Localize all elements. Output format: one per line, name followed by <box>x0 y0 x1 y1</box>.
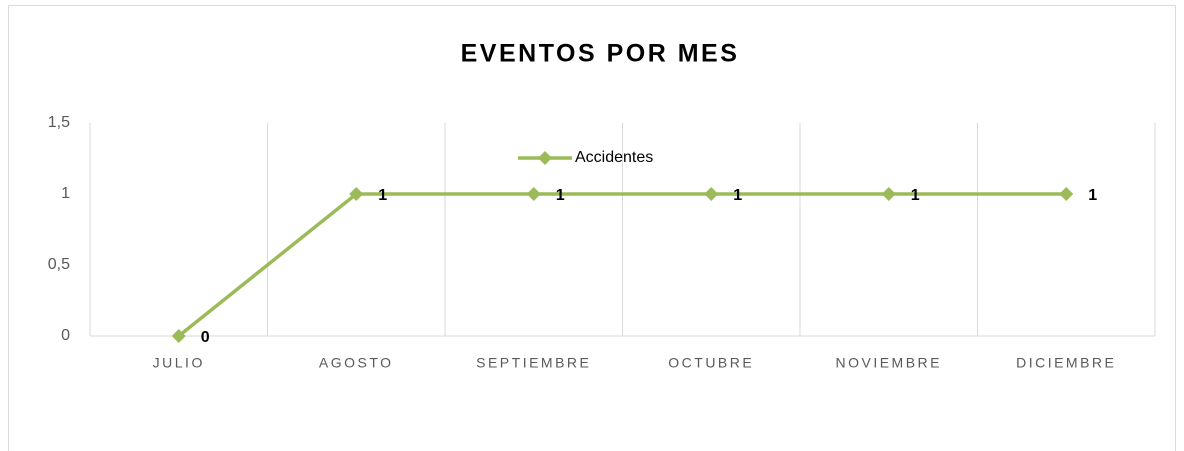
data-label: 1 <box>1088 187 1097 204</box>
x-tick-label: SEPTIEMBRE <box>476 355 591 371</box>
x-tick-label: JULIO <box>153 355 205 371</box>
series-line <box>177 192 1067 338</box>
point-marker <box>171 329 186 343</box>
point-marker <box>704 187 719 201</box>
data-label: 1 <box>556 187 565 204</box>
x-tick-label: NOVIEMBRE <box>835 355 942 371</box>
x-tick-label: AGOSTO <box>319 355 394 371</box>
y-tick-label: 0,5 <box>48 256 70 273</box>
y-tick-label: 0 <box>61 327 70 344</box>
x-tick-label: DICIEMBRE <box>1016 355 1116 371</box>
chart-border <box>8 5 1176 451</box>
y-tick-label: 1,5 <box>48 114 70 131</box>
point-marker <box>881 187 896 201</box>
data-label: 1 <box>733 187 742 204</box>
data-label: 1 <box>911 187 920 204</box>
y-tick-label: 1 <box>61 185 70 202</box>
point-marker <box>349 187 364 201</box>
point-marker <box>526 187 541 201</box>
x-tick-label: OCTUBRE <box>668 355 754 371</box>
data-label: 1 <box>378 187 387 204</box>
legend-label: Accidentes <box>575 149 653 166</box>
legend-marker <box>538 151 552 165</box>
chart-title: EVENTOS POR MES <box>461 40 740 68</box>
data-label: 0 <box>201 329 210 346</box>
point-marker <box>1059 187 1074 201</box>
